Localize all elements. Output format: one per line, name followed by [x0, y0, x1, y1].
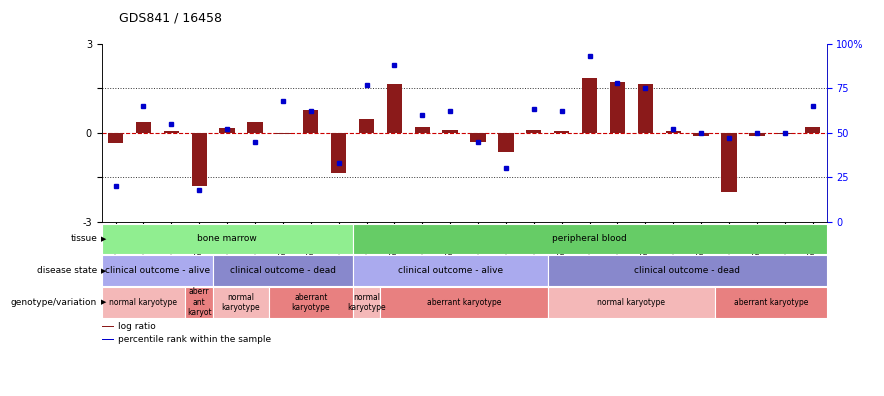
- Bar: [805, 127, 820, 133]
- Text: ▶: ▶: [101, 299, 106, 305]
- Text: ▶: ▶: [101, 268, 106, 274]
- Bar: [443, 129, 458, 133]
- Bar: [102, 255, 213, 286]
- Bar: [213, 255, 353, 286]
- Text: tissue: tissue: [71, 234, 97, 244]
- Text: normal karyotype: normal karyotype: [598, 298, 666, 307]
- Bar: [136, 122, 151, 133]
- Bar: [693, 133, 709, 135]
- Text: aberrant karyotype: aberrant karyotype: [427, 298, 501, 307]
- Bar: [548, 255, 827, 286]
- Bar: [108, 133, 123, 143]
- Bar: [386, 84, 402, 133]
- Bar: [721, 133, 736, 192]
- Bar: [777, 133, 792, 134]
- Bar: [219, 128, 235, 133]
- Text: disease state: disease state: [37, 266, 97, 275]
- Text: clinical outcome - alive: clinical outcome - alive: [105, 266, 210, 275]
- Bar: [275, 133, 291, 134]
- Text: ▶: ▶: [101, 236, 106, 242]
- Bar: [164, 131, 179, 133]
- Bar: [353, 224, 827, 254]
- Bar: [666, 131, 681, 133]
- Text: genotype/variation: genotype/variation: [11, 298, 97, 307]
- Bar: [102, 339, 114, 340]
- Bar: [102, 224, 353, 254]
- Bar: [749, 133, 765, 135]
- Bar: [102, 326, 114, 327]
- Bar: [248, 122, 263, 133]
- Bar: [470, 133, 485, 141]
- Text: normal
karyotype: normal karyotype: [347, 293, 385, 312]
- Text: aberrant
karyotype: aberrant karyotype: [292, 293, 330, 312]
- Text: aberr
ant
karyot: aberr ant karyot: [187, 287, 211, 317]
- Text: normal
karyotype: normal karyotype: [222, 293, 261, 312]
- Bar: [499, 133, 514, 152]
- Text: percentile rank within the sample: percentile rank within the sample: [118, 335, 271, 344]
- Bar: [353, 287, 380, 318]
- Bar: [554, 131, 569, 133]
- Bar: [548, 287, 715, 318]
- Text: normal karyotype: normal karyotype: [110, 298, 178, 307]
- Text: clinical outcome - dead: clinical outcome - dead: [634, 266, 740, 275]
- Bar: [269, 287, 353, 318]
- Bar: [303, 110, 318, 133]
- Bar: [637, 84, 653, 133]
- Bar: [213, 287, 269, 318]
- Bar: [186, 287, 213, 318]
- Bar: [192, 133, 207, 186]
- Bar: [715, 287, 827, 318]
- Text: clinical outcome - dead: clinical outcome - dead: [230, 266, 336, 275]
- Bar: [380, 287, 548, 318]
- Bar: [415, 127, 430, 133]
- Bar: [359, 119, 374, 133]
- Bar: [526, 129, 542, 133]
- Bar: [331, 133, 347, 173]
- Text: aberrant karyotype: aberrant karyotype: [734, 298, 808, 307]
- Bar: [582, 78, 598, 133]
- Text: log ratio: log ratio: [118, 322, 156, 331]
- Text: peripheral blood: peripheral blood: [552, 234, 627, 244]
- Bar: [353, 255, 548, 286]
- Text: GDS841 / 16458: GDS841 / 16458: [119, 12, 223, 25]
- Text: clinical outcome - alive: clinical outcome - alive: [398, 266, 503, 275]
- Text: bone marrow: bone marrow: [197, 234, 257, 244]
- Bar: [102, 287, 186, 318]
- Bar: [610, 82, 625, 133]
